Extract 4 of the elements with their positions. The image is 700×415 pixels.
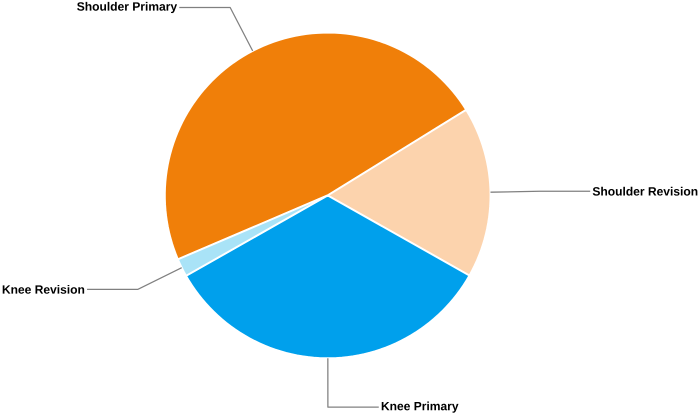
slice-label: Knee Primary [382,402,458,413]
slice-label: Knee Revision [2,285,84,294]
slice-label: Shoulder Primary [77,2,178,14]
slice-label: Shoulder Revision [592,186,698,196]
